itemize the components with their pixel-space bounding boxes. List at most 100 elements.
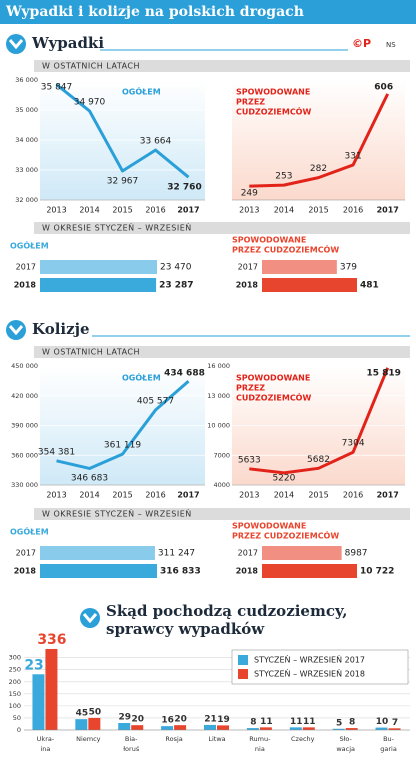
data-line [55, 83, 190, 179]
value-label: 434 688 [164, 369, 205, 379]
y-tick-label: 13 000 [207, 392, 230, 400]
bar [75, 719, 88, 730]
value-label: 8 [250, 718, 256, 728]
value-label: 5682 [307, 455, 330, 465]
y-tick-label: 330 000 [11, 481, 38, 489]
period-label: W OSTATNICH LATACH [42, 62, 140, 71]
chart-title: PRZEZ CUDZOZIEMCÓW [232, 244, 339, 255]
value-label: 32 760 [167, 183, 201, 193]
bar [40, 260, 157, 274]
bar [40, 278, 157, 292]
x-tick-label: Ukra- [37, 735, 55, 743]
value-label: 481 [360, 281, 379, 291]
value-label: 7304 [342, 439, 365, 449]
bar [204, 724, 216, 730]
x-tick-label: 2013 [239, 206, 259, 215]
chart-title: SPOWODOWANE [232, 522, 306, 531]
x-tick-label: Czechy [291, 735, 315, 743]
bar [40, 546, 155, 560]
bar [289, 727, 302, 730]
y-tick-label: 450 000 [11, 362, 38, 370]
bar [262, 564, 357, 578]
y-tick-label: 7000 [213, 451, 230, 459]
data-line [249, 367, 390, 475]
value-label: 50 [89, 707, 102, 717]
chart-title: OGÓŁEM [122, 86, 161, 97]
value-label: 11 [303, 717, 316, 727]
bar [262, 260, 337, 274]
x-tick-label: 2015 [308, 491, 328, 500]
y-tick-label: 4000 [213, 481, 230, 489]
value-label: 32 967 [107, 176, 139, 186]
x-tick-label: 2016 [145, 206, 165, 215]
y-tick-label: 0 [17, 726, 21, 734]
chart-title: PRZEZ CUDZOZIEMCÓW [232, 530, 339, 541]
y-tick-label: 360 000 [11, 451, 38, 459]
legend-swatch [238, 655, 248, 665]
period-bar [34, 60, 410, 72]
chart-title: PRZEZ [236, 98, 265, 107]
bar [302, 727, 315, 730]
value-label: 354 381 [38, 447, 75, 457]
x-tick-label: wacja [336, 745, 355, 753]
bar [118, 723, 131, 730]
bar [332, 728, 345, 730]
value-label: 33 664 [140, 137, 172, 147]
chart-title: OGÓŁEM [122, 372, 161, 383]
chart-title: OGÓŁEM [10, 240, 49, 251]
value-label: 10 [376, 717, 389, 727]
value-label: 19 [217, 715, 230, 725]
value-label: 11 [290, 717, 303, 727]
x-tick-label: 2017 [377, 491, 399, 500]
chart-title: CUDZOZIEMCÓW [236, 392, 311, 403]
value-label: 20 [174, 715, 187, 725]
y-tick-label: 2018 [236, 567, 259, 576]
x-tick-label: Sło- [339, 735, 352, 743]
value-label: 35 847 [41, 83, 73, 93]
section-heading: sprawcy wypadków [106, 620, 265, 638]
x-tick-label: Rosja [165, 735, 182, 743]
legend-label: STYCZEŃ – WRZESIEŃ 2018 [254, 668, 365, 679]
value-label: 11 [260, 717, 273, 727]
x-tick-label: garia [380, 745, 397, 753]
period-bar [34, 222, 410, 234]
chart-title: CUDZOZIEMCÓW [236, 106, 311, 117]
x-tick-label: 2013 [46, 491, 66, 500]
y-tick-label: 2017 [16, 549, 36, 558]
bar [259, 727, 272, 730]
value-label: 253 [275, 172, 292, 182]
period-label: W OSTATNICH LATACH [42, 348, 140, 357]
value-label: 336 [37, 632, 66, 648]
x-tick-label: 2014 [274, 206, 294, 215]
y-tick-label: 150 [9, 690, 21, 698]
arrow-icon [80, 608, 100, 628]
value-label: 361 119 [104, 441, 141, 451]
value-label: 5 [336, 718, 342, 728]
period-label: W OKRESIE STYCZEŃ – WRZESIEŃ [42, 222, 192, 233]
y-tick-label: 2017 [16, 263, 36, 272]
y-tick-label: 2018 [236, 281, 259, 290]
y-tick-label: 390 000 [11, 422, 38, 430]
y-tick-label: 32 000 [15, 196, 38, 204]
x-tick-label: 2016 [343, 491, 363, 500]
period-bar [34, 508, 410, 520]
x-tick-label: 2017 [177, 206, 199, 215]
bar [45, 648, 58, 730]
value-label: 16 [161, 716, 174, 726]
x-tick-label: 2015 [308, 206, 328, 215]
bar [88, 717, 101, 730]
section-heading: Wypadki [31, 34, 104, 52]
value-label: 316 833 [160, 567, 201, 577]
x-tick-label: Rumu- [249, 735, 271, 743]
credit: NS [386, 41, 396, 49]
title-bar [0, 0, 416, 24]
value-label: 29 [118, 713, 131, 723]
x-tick-label: 2015 [112, 491, 132, 500]
value-label: 405 577 [137, 397, 174, 407]
y-tick-label: 250 [9, 666, 21, 674]
x-tick-label: 2013 [239, 491, 259, 500]
value-label: 282 [310, 164, 327, 174]
value-label: 20 [131, 715, 144, 725]
x-tick-label: 2014 [274, 491, 294, 500]
bar [32, 674, 45, 730]
